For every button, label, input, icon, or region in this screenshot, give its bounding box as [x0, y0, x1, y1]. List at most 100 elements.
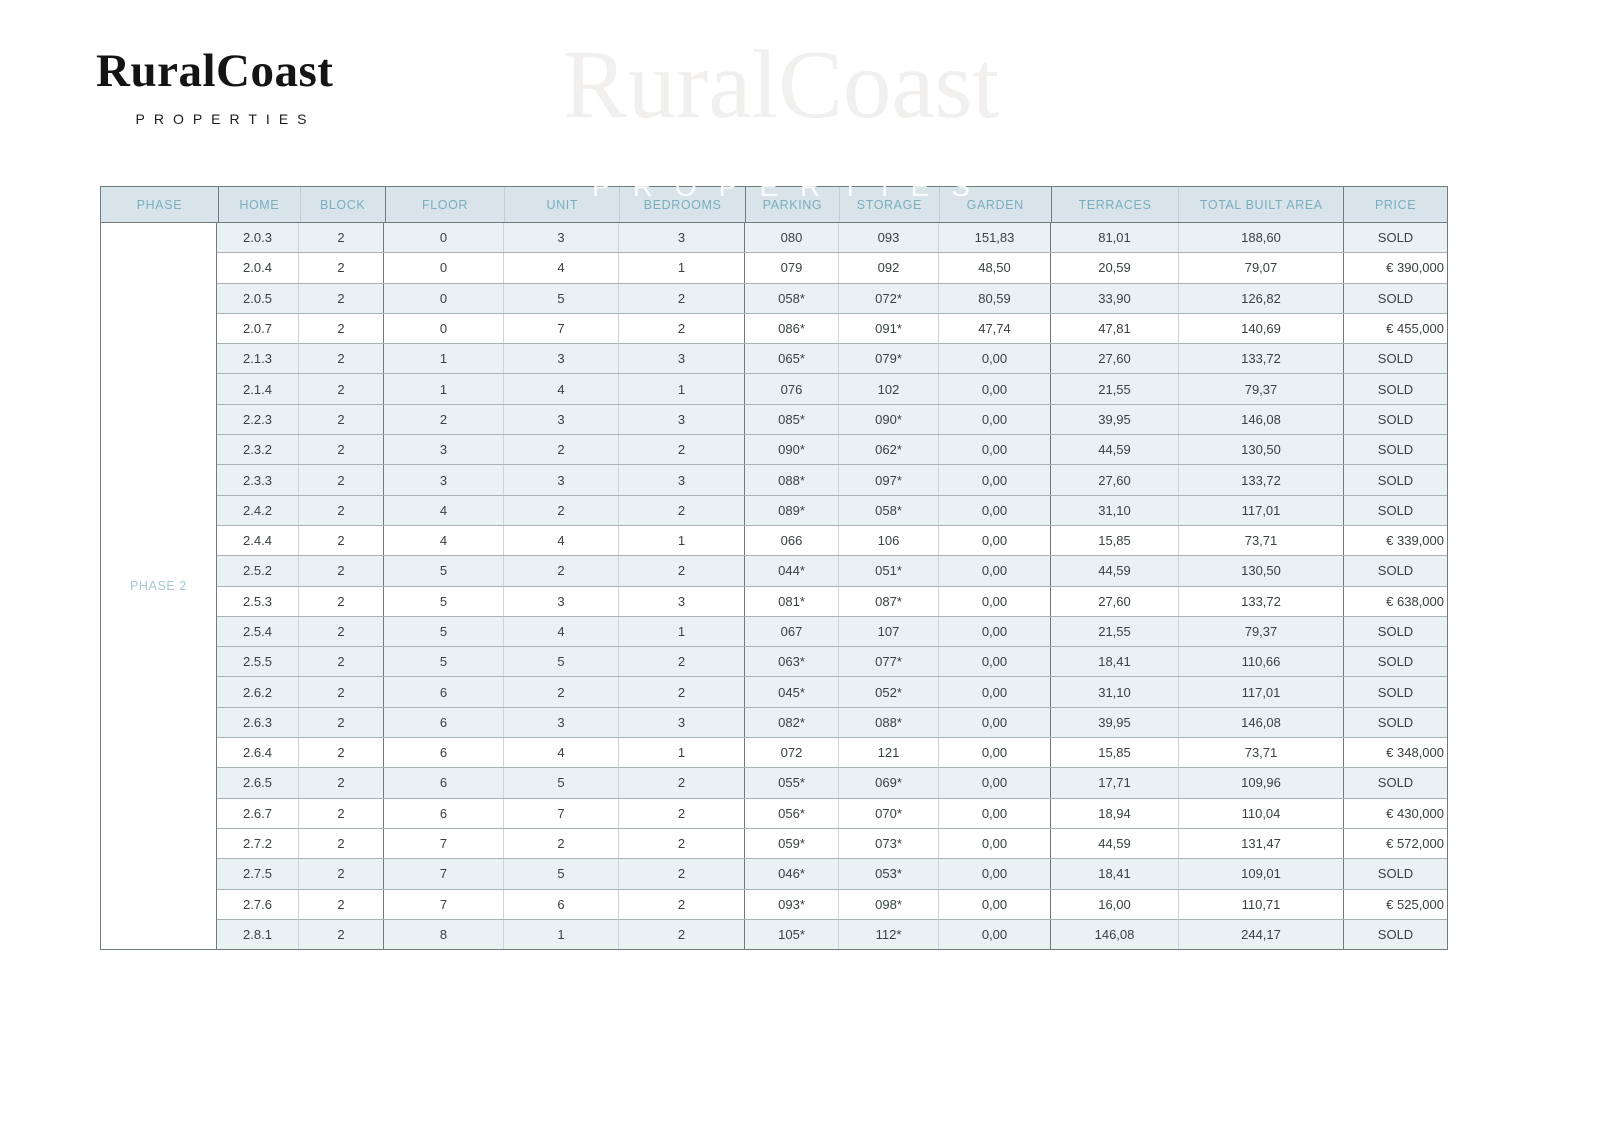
- column-header-floor: FLOOR: [386, 187, 506, 222]
- table-cell: 1: [384, 344, 504, 374]
- table-row: 2.1.4 2 1 4 1 076 102 0,00 21,55 79,37 SOLD: [217, 374, 1447, 405]
- table-cell: 5: [504, 859, 619, 889]
- table-cell: 2: [619, 647, 745, 677]
- table-cell: 091*: [839, 313, 939, 344]
- table-cell: 051*: [839, 556, 939, 586]
- table-cell: 2: [299, 889, 384, 919]
- table-cell: 6: [384, 677, 504, 707]
- table-cell: 2: [299, 616, 384, 647]
- table-cell: SOLD: [1377, 866, 1414, 882]
- table-cell: 2: [299, 344, 384, 374]
- table-cell: 105*: [745, 919, 839, 950]
- table-cell: 27,60: [1051, 344, 1179, 374]
- table-cell: 110,66: [1179, 647, 1344, 677]
- table-cell: 4: [504, 253, 619, 283]
- table-row: 2.2.3 2 2 3 3 085* 090* 0,00 39,95 146,08 SOLD: [217, 404, 1447, 436]
- table-cell: 117,01: [1179, 495, 1344, 525]
- table-cell: 110,04: [1179, 798, 1344, 828]
- table-cell: 21,55: [1051, 616, 1179, 647]
- table-cell: 0,00: [939, 344, 1051, 374]
- table-cell: 2: [504, 495, 619, 525]
- table-cell: 2: [619, 859, 745, 889]
- table-cell: 3: [504, 586, 619, 616]
- logo-tagline: PROPERTIES: [135, 111, 316, 127]
- table-cell: 2: [619, 798, 745, 828]
- table-cell: 21,55: [1051, 374, 1179, 404]
- table-cell: 052*: [839, 677, 939, 707]
- table-cell: 146,08: [1179, 404, 1344, 435]
- table-cell: 3: [384, 465, 504, 495]
- table-cell: 130,50: [1179, 435, 1344, 465]
- table-cell: 44,59: [1051, 828, 1179, 859]
- table-cell: 2.3.2: [217, 435, 299, 465]
- table-cell: 076: [745, 374, 839, 404]
- table-cell: 058*: [839, 495, 939, 525]
- table-cell: 146,08: [1051, 919, 1179, 950]
- table-row: 2.6.7 2 6 7 2 056* 070* 0,00 18,94 110,04 € 430,00…: [217, 798, 1447, 829]
- table-cell: 0,00: [939, 707, 1051, 738]
- column-header-phase: PHASE: [101, 187, 219, 222]
- table-cell: 0,00: [939, 495, 1051, 525]
- table-cell: 4: [504, 738, 619, 768]
- table-cell: 2.3.3: [217, 465, 299, 495]
- table-row: 2.7.6 2 7 6 2 093* 098* 0,00 16,00 110,71 € 525,00…: [217, 889, 1447, 920]
- table-cell: SOLD: [1377, 290, 1414, 306]
- table-cell: 090*: [839, 404, 939, 435]
- table-cell: 2.7.5: [217, 859, 299, 889]
- table-cell: 2: [299, 586, 384, 616]
- table-cell: 0,00: [939, 798, 1051, 828]
- column-header-unit: UNIT: [505, 187, 621, 222]
- table-cell: 056*: [745, 798, 839, 828]
- table-cell: 5: [384, 586, 504, 616]
- table-cell: 1: [619, 738, 745, 768]
- column-header-total-built-area: TOTAL BUILT AREA: [1179, 187, 1345, 222]
- table-cell: 2.5.3: [217, 586, 299, 616]
- table-cell: 2: [299, 738, 384, 768]
- company-logo: RuralCoast PROPERTIES: [96, 48, 346, 128]
- column-header-price: PRICE: [1374, 197, 1417, 212]
- table-cell: 79,07: [1179, 253, 1344, 283]
- table-cell: 6: [384, 768, 504, 798]
- table-cell: 18,41: [1051, 647, 1179, 677]
- table-cell: 2: [299, 677, 384, 707]
- table-row: 2.5.3 2 5 3 3 081* 087* 0,00 27,60 133,72 € 638,00…: [217, 586, 1447, 617]
- table-body: PHASE 2 2.0.3 2 0 3 3 080 093 151,83 81,01 188,60…: [101, 223, 1447, 950]
- table-cell: 2.7.2: [217, 828, 299, 859]
- table-row: 2.3.3 2 3 3 3 088* 097* 0,00 27,60 133,72 SOLD: [217, 465, 1447, 496]
- table-cell: 2: [619, 828, 745, 859]
- table-cell: 2.2.3: [217, 404, 299, 435]
- table-cell: 3: [619, 465, 745, 495]
- table-cell: 3: [504, 465, 619, 495]
- table-cell: 2: [619, 313, 745, 344]
- table-cell: 3: [504, 404, 619, 435]
- table-cell: SOLD: [1377, 563, 1414, 579]
- table-cell: 48,50: [939, 253, 1051, 283]
- table-cell: 088*: [839, 707, 939, 738]
- table-cell: 4: [384, 495, 504, 525]
- table-cell: 2.0.4: [217, 253, 299, 283]
- table-row: 2.8.1 2 8 1 2 105* 112* 0,00 146,08 244,17 SOLD: [217, 919, 1447, 950]
- table-cell: 2.6.2: [217, 677, 299, 707]
- table-cell: SOLD: [1377, 654, 1414, 670]
- table-cell: 3: [384, 435, 504, 465]
- table-cell: 6: [384, 798, 504, 828]
- table-cell: 31,10: [1051, 495, 1179, 525]
- table-cell: 0,00: [939, 404, 1051, 435]
- table-cell: 18,41: [1051, 859, 1179, 889]
- table-cell: 47,74: [939, 313, 1051, 344]
- table-cell: 121: [839, 738, 939, 768]
- table-row: 2.1.3 2 1 3 3 065* 079* 0,00 27,60 133,72 SOLD: [217, 344, 1447, 375]
- table-cell: 6: [504, 889, 619, 919]
- table-cell: 2: [299, 647, 384, 677]
- table-cell: 39,95: [1051, 707, 1179, 738]
- table-row: 2.6.5 2 6 5 2 055* 069* 0,00 17,71 109,96 SOLD: [217, 768, 1447, 799]
- table-cell: 1: [619, 253, 745, 283]
- table-cell: 109,01: [1179, 859, 1344, 889]
- table-cell: 20,59: [1051, 253, 1179, 283]
- table-row: 2.0.5 2 0 5 2 058* 072* 80,59 33,90 126,82 SOLD: [217, 283, 1447, 314]
- table-cell: 2: [619, 435, 745, 465]
- table-cell: SOLD: [1377, 230, 1414, 246]
- table-cell: SOLD: [1377, 351, 1414, 367]
- table-cell: 27,60: [1051, 586, 1179, 616]
